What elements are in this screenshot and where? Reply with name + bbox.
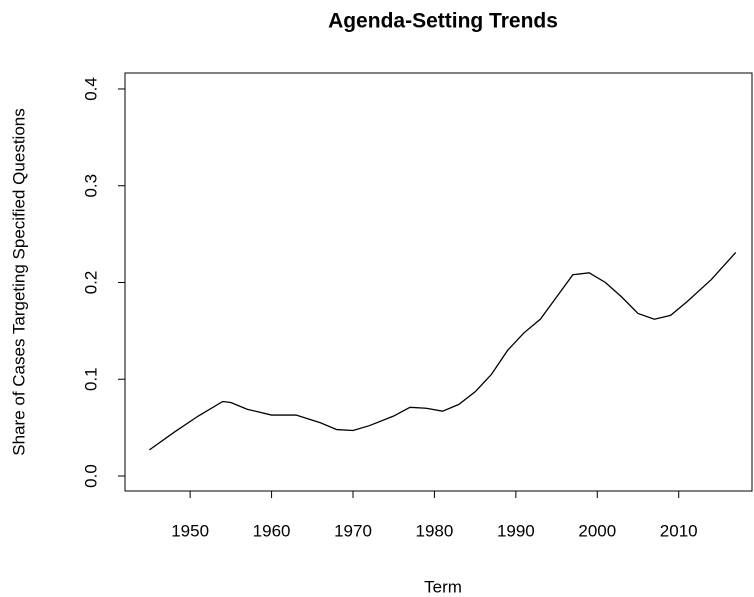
line — [149, 252, 737, 451]
chart-title: Agenda-Setting Trends — [328, 10, 558, 33]
x-tick-label: 1950 — [171, 521, 209, 540]
plot-box — [124, 72, 753, 492]
y-tick-label: 0.4 — [81, 77, 100, 101]
y-tick-label: 0.3 — [81, 174, 100, 198]
y-tick-label: 0.2 — [81, 271, 100, 295]
x-tick-label: 2010 — [660, 521, 698, 540]
x-tick-label: 1960 — [253, 521, 291, 540]
x-tick-label: 2000 — [578, 521, 616, 540]
x-tick-label: 1990 — [497, 521, 535, 540]
y-tick-label: 0.0 — [81, 464, 100, 488]
x-tick-label: 1970 — [334, 521, 372, 540]
y-tick-label: 0.1 — [81, 367, 100, 391]
x-axis-label: Term — [424, 577, 462, 596]
y-axis-label: Share of Cases Targeting Specified Quest… — [9, 108, 28, 455]
x-tick-label: 1980 — [416, 521, 454, 540]
